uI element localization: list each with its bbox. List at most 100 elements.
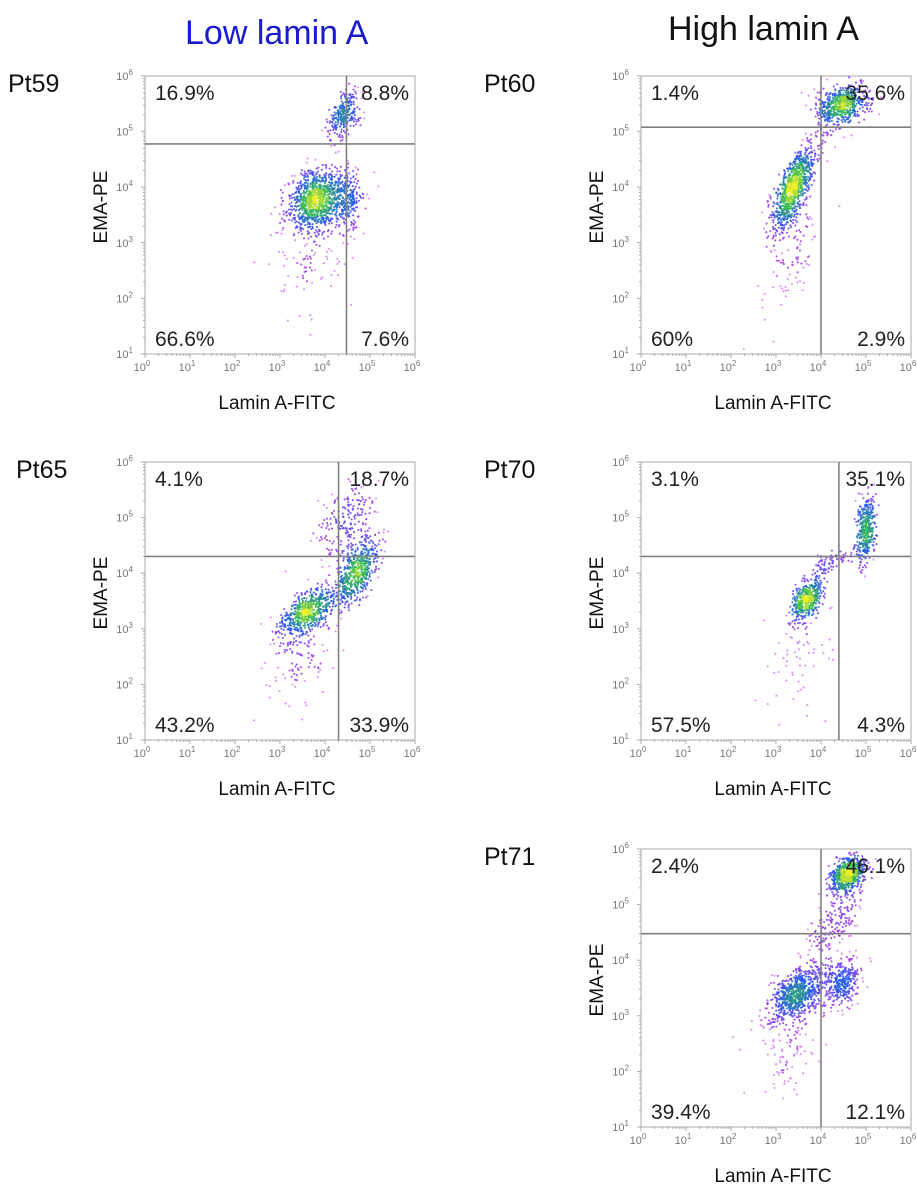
event-dot	[303, 175, 306, 178]
event-dot	[278, 625, 282, 628]
event-dot	[311, 624, 314, 627]
event-dot	[841, 105, 844, 108]
event-dot	[288, 669, 291, 672]
event-dot	[306, 590, 309, 593]
event-dot	[287, 208, 290, 211]
event-dot	[359, 566, 362, 569]
quadrant-percent-lower-left: 66.6%	[155, 328, 215, 351]
event-dot	[767, 235, 770, 238]
event-dot	[850, 89, 853, 92]
event-dot	[327, 584, 330, 587]
event-dot	[308, 185, 311, 188]
event-dot	[278, 645, 282, 648]
event-dot	[837, 101, 840, 105]
event-dot	[322, 504, 326, 507]
event-dot	[277, 630, 280, 633]
event-dot	[356, 507, 359, 510]
event-dot	[796, 247, 799, 250]
event-dot	[337, 274, 340, 277]
event-dot	[301, 216, 304, 219]
event-dot	[330, 202, 333, 205]
event-dot	[305, 190, 308, 193]
event-dot	[334, 184, 337, 187]
event-dot	[346, 581, 350, 584]
event-dot	[356, 556, 359, 559]
event-dot	[364, 533, 367, 536]
event-dot	[365, 577, 368, 580]
event-dot	[295, 190, 298, 193]
event-dot	[355, 580, 358, 583]
event-dot	[309, 638, 312, 641]
event-dot	[816, 160, 820, 163]
event-dot	[352, 194, 355, 197]
event-dot	[298, 634, 301, 637]
event-dot	[312, 591, 315, 594]
event-dot	[831, 648, 834, 651]
event-dot	[326, 190, 329, 193]
y-tick-exponent: 1	[129, 732, 134, 741]
event-dot	[783, 174, 786, 177]
event-dot	[347, 172, 350, 175]
event-dot	[772, 286, 775, 289]
event-dot	[287, 642, 290, 645]
event-dot	[366, 566, 369, 569]
event-dot	[772, 235, 775, 239]
event-dot	[361, 557, 364, 560]
event-dot	[264, 661, 267, 665]
event-dot	[348, 228, 351, 231]
event-dot	[796, 271, 799, 274]
event-dot	[335, 591, 338, 594]
event-dot	[303, 208, 306, 211]
event-dot	[288, 203, 291, 206]
event-dot	[325, 166, 328, 169]
event-dot	[321, 180, 324, 183]
event-dot	[307, 641, 310, 645]
event-dot	[291, 662, 294, 665]
event-dot	[868, 97, 871, 100]
event-dot	[340, 201, 343, 204]
event-dot	[310, 210, 313, 214]
event-dot	[825, 112, 828, 115]
event-dot	[338, 590, 341, 593]
event-dot	[358, 108, 361, 111]
event-dot	[339, 543, 342, 546]
event-dot	[324, 588, 327, 591]
event-dot	[325, 164, 328, 167]
event-dot	[350, 527, 353, 530]
event-dot	[361, 90, 364, 94]
event-dot	[292, 181, 295, 184]
event-dot	[296, 591, 299, 595]
event-dot	[807, 186, 811, 189]
event-dot	[325, 208, 328, 211]
event-dot	[334, 121, 337, 124]
event-dot	[773, 202, 776, 205]
event-dot	[306, 199, 309, 202]
event-dot	[304, 606, 307, 609]
event-dot	[833, 146, 837, 149]
event-dot	[323, 201, 326, 204]
event-dot	[293, 625, 296, 628]
event-dot	[337, 178, 340, 182]
event-dot	[863, 103, 866, 107]
event-dot	[335, 173, 338, 176]
event-dot	[331, 493, 334, 496]
y-tick-exponent: 1	[129, 346, 134, 355]
event-dot	[335, 197, 338, 200]
event-dot	[772, 205, 775, 208]
event-dot	[821, 100, 824, 103]
event-dot	[785, 679, 788, 682]
event-dot	[808, 176, 811, 179]
event-dot	[374, 568, 377, 571]
event-dot	[813, 152, 817, 155]
event-dot	[850, 84, 853, 87]
event-dot	[295, 610, 298, 613]
event-dot	[829, 110, 832, 113]
event-dot	[364, 530, 367, 533]
event-dot	[293, 594, 296, 597]
event-dot	[293, 613, 296, 616]
event-dot	[318, 617, 321, 620]
event-dot	[804, 664, 807, 667]
event-dot	[321, 200, 324, 203]
event-dot	[793, 169, 796, 172]
event-dot	[802, 266, 805, 269]
